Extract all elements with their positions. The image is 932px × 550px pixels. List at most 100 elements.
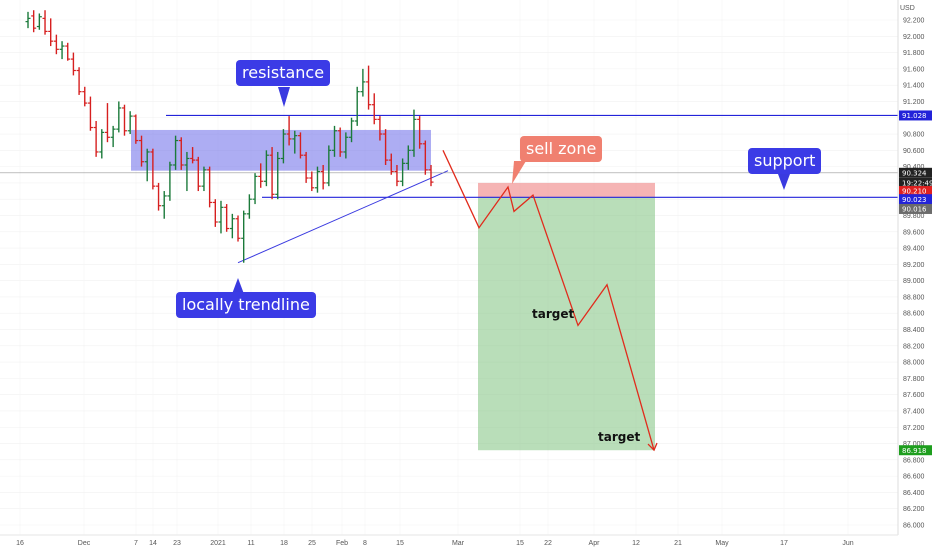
y-tick-label: 86.400	[903, 490, 925, 497]
price-bar	[280, 129, 286, 164]
x-tick-label: 12	[632, 540, 640, 547]
price-badge: 90.210	[899, 186, 932, 197]
price-bar	[263, 150, 269, 187]
price-bar	[121, 104, 127, 136]
price-bar	[377, 116, 383, 141]
x-tick-label: 7	[134, 540, 138, 547]
y-tick-label: 86.000	[903, 523, 925, 530]
y-tick-label: 89.200	[903, 262, 925, 269]
resistance-callout: resistance	[236, 60, 331, 86]
price-bar	[349, 117, 355, 143]
price-bar	[190, 147, 196, 164]
price-bar	[269, 147, 275, 200]
y-tick-label: 87.600	[903, 392, 925, 399]
y-tick-label: 87.200	[903, 425, 925, 432]
price-bar	[59, 41, 65, 60]
y-tick-label: 90.800	[903, 132, 925, 139]
x-tick-label: 15	[396, 540, 404, 547]
y-tick-label: 91.600	[903, 66, 925, 73]
x-tick-label: Dec	[78, 540, 91, 547]
sell-zone-box	[478, 182, 655, 198]
price-bar	[42, 10, 48, 35]
price-bar	[229, 213, 235, 239]
x-tick-label: 22	[544, 540, 552, 547]
x-tick-label: 18	[280, 540, 288, 547]
price-bar	[36, 13, 42, 30]
x-axis: 16 Dec 7 14 23 2021 11 18 25 Feb 8 15 Mar 15 22 Apr 12 21…	[16, 540, 854, 547]
price-bar	[156, 182, 162, 211]
x-tick-label: 17	[780, 540, 788, 547]
price-bar	[258, 163, 264, 188]
x-tick-label: Feb	[336, 540, 348, 547]
y-tick-label: 86.800	[903, 457, 925, 464]
price-bar	[400, 158, 406, 187]
price-bar	[201, 166, 207, 192]
price-bar	[224, 204, 230, 232]
x-tick-label: 21	[674, 540, 682, 547]
price-bar	[178, 137, 184, 170]
y-tick-label: 87.400	[903, 408, 925, 415]
x-tick-label: 11	[247, 540, 254, 547]
svg-text:86.918: 86.918	[902, 447, 927, 455]
sell-zone-pointer	[512, 161, 526, 184]
price-bar	[76, 67, 82, 95]
price-bar	[212, 199, 218, 227]
y-tick-label: 92.200	[903, 18, 925, 25]
x-tick-label: May	[715, 540, 729, 547]
price-bar	[275, 151, 281, 200]
price-bar	[411, 109, 417, 157]
x-tick-label: Mar	[452, 540, 465, 547]
price-bar	[93, 121, 99, 157]
x-tick-label: 2021	[210, 540, 226, 547]
price-badge: 86.918	[899, 445, 932, 456]
y-tick-label: 91.200	[903, 99, 925, 106]
price-bar	[116, 101, 122, 133]
price-bar	[428, 164, 434, 187]
y-tick-label: 88.000	[903, 360, 925, 367]
price-badge: 91.028	[899, 110, 932, 121]
price-bar	[99, 129, 105, 159]
price-bar	[337, 127, 343, 157]
projection-arrowhead	[647, 442, 658, 452]
y-tick-label: 86.600	[903, 474, 925, 481]
x-tick-label: 14	[149, 540, 157, 547]
y-tick-label: 88.800	[903, 294, 925, 301]
target-label-1: target	[532, 307, 575, 321]
price-badge: 90.016	[899, 203, 932, 214]
price-bar	[161, 191, 167, 219]
price-bar	[366, 65, 372, 110]
price-bar	[343, 132, 349, 159]
y-tick-label: 89.400	[903, 246, 925, 253]
price-bar	[252, 173, 258, 205]
y-tick-label: 88.200	[903, 343, 925, 350]
svg-text:90.324: 90.324	[902, 169, 927, 177]
price-bar	[127, 111, 133, 135]
price-bar	[150, 148, 156, 190]
x-tick-label: 23	[173, 540, 181, 547]
target-box	[478, 197, 655, 451]
trendline	[237, 170, 449, 264]
price-bar	[405, 145, 411, 170]
y-tick-label: 89.800	[903, 213, 925, 220]
y-tick-label: 88.400	[903, 327, 925, 334]
y-tick-label: 91.400	[903, 83, 925, 90]
price-bar	[31, 10, 37, 33]
x-tick-label: 15	[516, 540, 524, 547]
price-bar	[388, 153, 394, 175]
support-pointer	[778, 174, 790, 190]
y-tick-label: 86.200	[903, 506, 925, 513]
y-tick-label: 91.800	[903, 50, 925, 57]
price-bar	[195, 156, 201, 192]
price-bar	[360, 68, 366, 97]
price-bar	[184, 151, 190, 192]
price-bar	[167, 161, 173, 201]
price-bars	[25, 10, 434, 263]
price-bar	[53, 34, 59, 55]
price-bar	[82, 86, 88, 107]
price-bar	[241, 210, 247, 263]
svg-text:90.023: 90.023	[902, 196, 927, 204]
price-bar	[417, 116, 423, 149]
svg-text:91.028: 91.028	[902, 112, 927, 120]
